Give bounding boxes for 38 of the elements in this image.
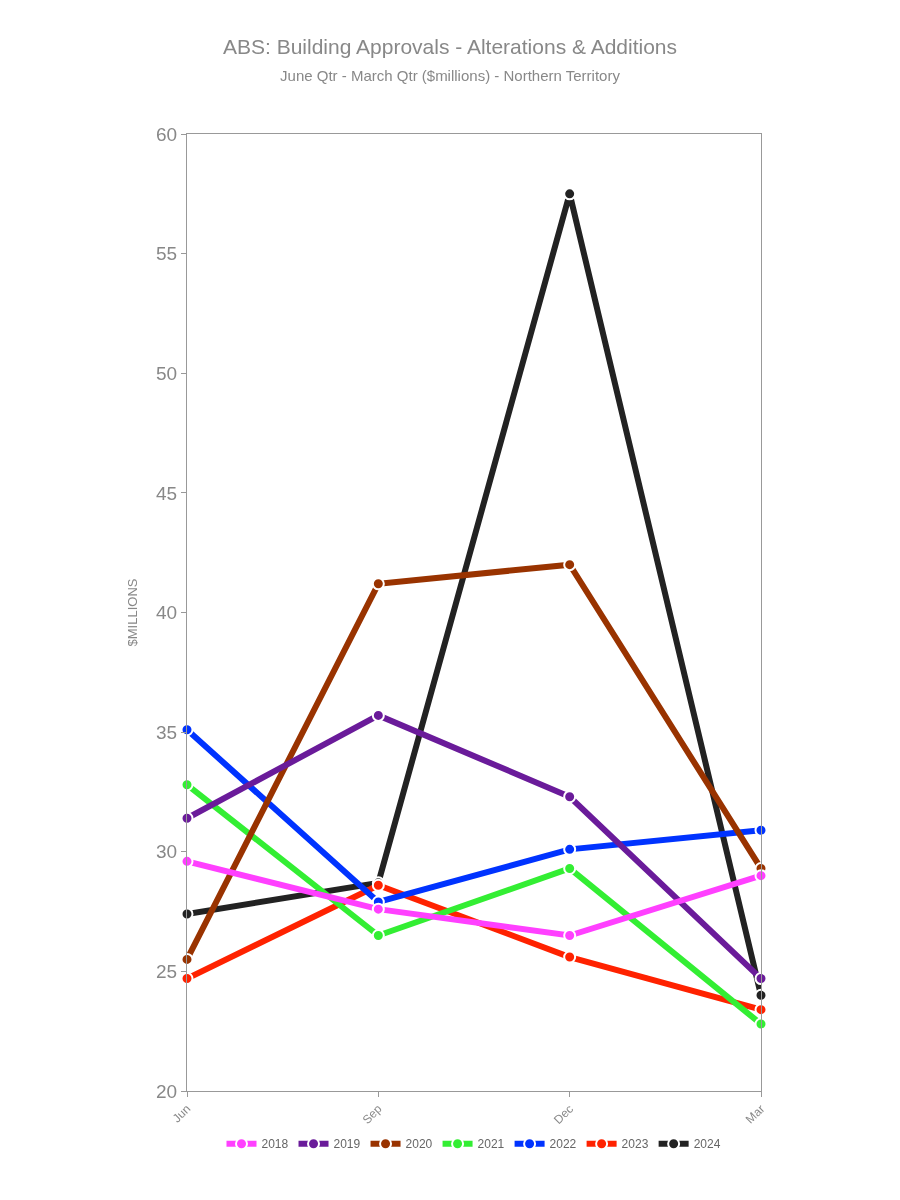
y-tick-label: 35	[156, 721, 178, 743]
legend-label: 2020	[405, 1137, 433, 1152]
point	[754, 869, 768, 883]
legend-label: 2023	[621, 1137, 649, 1152]
y-tick-label: 45	[156, 482, 178, 504]
point	[371, 902, 385, 916]
y-tick-label: 60	[156, 123, 178, 145]
chart-title: ABS: Building Approvals - Alterations & Additions	[222, 35, 678, 58]
y-tick-label: 40	[156, 602, 178, 624]
legend-label: 2018	[261, 1137, 289, 1152]
point	[371, 577, 385, 591]
point	[563, 187, 577, 201]
point	[563, 558, 577, 572]
legend-label: 2024	[693, 1137, 721, 1152]
legend-label: 2021	[477, 1137, 505, 1152]
point	[180, 854, 194, 868]
point	[754, 988, 768, 1002]
chart-subtitle: June Qtr - March Qtr ($millions) - Northern Territory	[280, 67, 621, 85]
x-tick-label: Dec	[551, 1101, 577, 1127]
x-tick-label: Jun	[169, 1101, 194, 1126]
point	[180, 952, 194, 966]
point	[563, 862, 577, 875]
y-tick-label: 50	[156, 362, 178, 384]
y-axis-title: $MILLIONS	[125, 578, 141, 647]
y-tick-label: 20	[156, 1080, 178, 1102]
point	[754, 972, 768, 986]
y-tick-label: 55	[156, 243, 178, 265]
legend-label: 2019	[333, 1137, 361, 1152]
point	[563, 950, 577, 964]
point	[754, 1003, 768, 1017]
y-tick-label: 30	[156, 841, 178, 863]
point	[371, 928, 385, 942]
y-tick-label: 25	[156, 961, 178, 983]
point	[563, 842, 577, 856]
x-tick-label: Sep	[359, 1101, 385, 1127]
point	[563, 790, 577, 804]
legend-label: 2022	[549, 1137, 577, 1152]
x-tick-label: Mar	[742, 1101, 768, 1127]
